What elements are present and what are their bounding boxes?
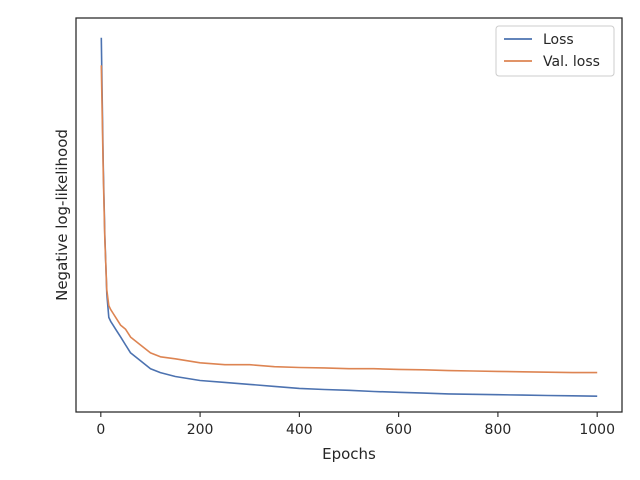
x-ticks: 0 200 400 600 800 1000 (96, 412, 615, 438)
x-tick-label: 1000 (579, 422, 615, 438)
plot-background (76, 18, 622, 412)
y-axis-label: Negative log-likelihood (53, 129, 71, 301)
series-layer (100, 37, 598, 397)
x-tick-label: 0 (96, 422, 105, 438)
x-tick-label: 600 (385, 422, 412, 438)
x-tick-label: 400 (286, 422, 313, 438)
x-axis-label: Epochs (322, 445, 376, 463)
legend-label: Loss (543, 32, 574, 48)
x-tick-label: 200 (187, 422, 214, 438)
legend-label: Val. loss (543, 54, 600, 70)
series-line-loss (100, 37, 598, 397)
series-line-val-loss (100, 65, 598, 374)
x-tick-label: 800 (485, 422, 512, 438)
legend: Loss Val. loss (495, 25, 615, 77)
plot-frame (75, 17, 623, 413)
